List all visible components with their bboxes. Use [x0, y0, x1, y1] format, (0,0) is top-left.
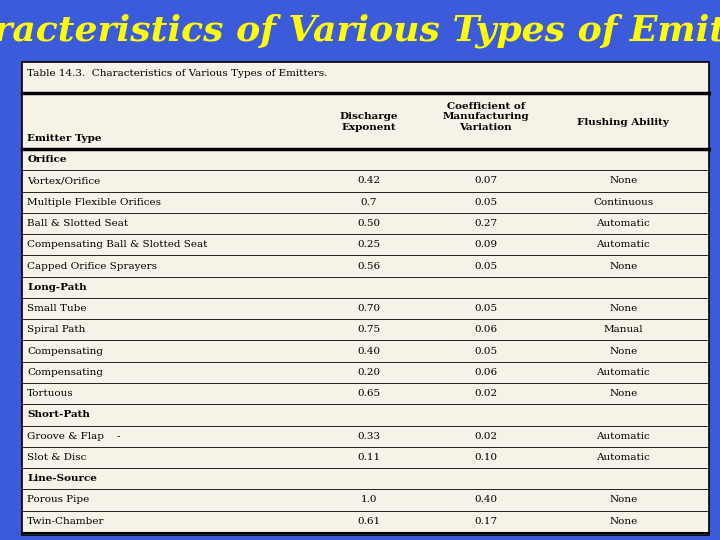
- Text: Vortex/Orifice: Vortex/Orifice: [27, 177, 101, 185]
- Text: 0.7: 0.7: [361, 198, 377, 207]
- Text: 0.05: 0.05: [474, 198, 498, 207]
- Text: 0.25: 0.25: [357, 240, 380, 249]
- Text: Compensating Ball & Slotted Seat: Compensating Ball & Slotted Seat: [27, 240, 208, 249]
- Text: 0.27: 0.27: [474, 219, 498, 228]
- Text: None: None: [609, 177, 637, 185]
- Text: 0.10: 0.10: [474, 453, 498, 462]
- Text: Automatic: Automatic: [596, 453, 650, 462]
- Text: 0.61: 0.61: [357, 517, 380, 526]
- Text: 0.06: 0.06: [474, 325, 498, 334]
- Text: 0.07: 0.07: [474, 177, 498, 185]
- Text: Groove & Flap    -: Groove & Flap -: [27, 431, 121, 441]
- Text: None: None: [609, 389, 637, 398]
- Text: Multiple Flexible Orifices: Multiple Flexible Orifices: [27, 198, 161, 207]
- Text: Line-Source: Line-Source: [27, 474, 97, 483]
- Text: 0.65: 0.65: [357, 389, 380, 398]
- Text: Orifice: Orifice: [27, 155, 67, 164]
- Text: Compensating: Compensating: [27, 347, 104, 356]
- Text: Porous Pipe: Porous Pipe: [27, 496, 89, 504]
- Text: Capped Orifice Sprayers: Capped Orifice Sprayers: [27, 261, 158, 271]
- Text: 0.42: 0.42: [357, 177, 380, 185]
- Text: None: None: [609, 517, 637, 526]
- Text: Twin-Chamber: Twin-Chamber: [27, 517, 105, 526]
- Text: Tortuous: Tortuous: [27, 389, 74, 398]
- Text: Spiral Path: Spiral Path: [27, 325, 86, 334]
- Text: 0.20: 0.20: [357, 368, 380, 377]
- Text: 0.17: 0.17: [474, 517, 498, 526]
- Text: Characteristics of Various Types of Emitters: Characteristics of Various Types of Emit…: [0, 14, 720, 48]
- Text: Long-Path: Long-Path: [27, 283, 87, 292]
- Text: Short-Path: Short-Path: [27, 410, 90, 420]
- Text: None: None: [609, 496, 637, 504]
- Text: Continuous: Continuous: [593, 198, 653, 207]
- Text: 0.56: 0.56: [357, 261, 380, 271]
- Text: Flushing Ability: Flushing Ability: [577, 118, 669, 126]
- Text: 0.05: 0.05: [474, 261, 498, 271]
- Text: 0.70: 0.70: [357, 304, 380, 313]
- Text: Automatic: Automatic: [596, 240, 650, 249]
- Text: Discharge
Exponent: Discharge Exponent: [340, 112, 398, 132]
- Text: None: None: [609, 261, 637, 271]
- Text: 0.05: 0.05: [474, 304, 498, 313]
- Text: Slot & Disc: Slot & Disc: [27, 453, 86, 462]
- Text: 0.11: 0.11: [357, 453, 380, 462]
- Text: 0.02: 0.02: [474, 431, 498, 441]
- Text: Emitter Type: Emitter Type: [27, 133, 102, 143]
- Text: Ball & Slotted Seat: Ball & Slotted Seat: [27, 219, 128, 228]
- Text: None: None: [609, 304, 637, 313]
- Text: 0.50: 0.50: [357, 219, 380, 228]
- Text: 0.33: 0.33: [357, 431, 380, 441]
- Text: Coefficient of
Manufacturing
Variation: Coefficient of Manufacturing Variation: [442, 102, 529, 132]
- Text: Automatic: Automatic: [596, 219, 650, 228]
- Text: 0.40: 0.40: [474, 496, 498, 504]
- Text: Table 14.3.  Characteristics of Various Types of Emitters.: Table 14.3. Characteristics of Various T…: [27, 69, 328, 78]
- Text: None: None: [609, 347, 637, 356]
- Text: 1.0: 1.0: [361, 496, 377, 504]
- Text: 0.02: 0.02: [474, 389, 498, 398]
- Text: 0.09: 0.09: [474, 240, 498, 249]
- Text: Small Tube: Small Tube: [27, 304, 87, 313]
- Text: Compensating: Compensating: [27, 368, 104, 377]
- Text: 0.05: 0.05: [474, 347, 498, 356]
- Text: 0.75: 0.75: [357, 325, 380, 334]
- Text: 0.40: 0.40: [357, 347, 380, 356]
- FancyBboxPatch shape: [22, 62, 709, 535]
- Text: 0.06: 0.06: [474, 368, 498, 377]
- Text: Automatic: Automatic: [596, 431, 650, 441]
- Text: Manual: Manual: [603, 325, 643, 334]
- Text: Automatic: Automatic: [596, 368, 650, 377]
